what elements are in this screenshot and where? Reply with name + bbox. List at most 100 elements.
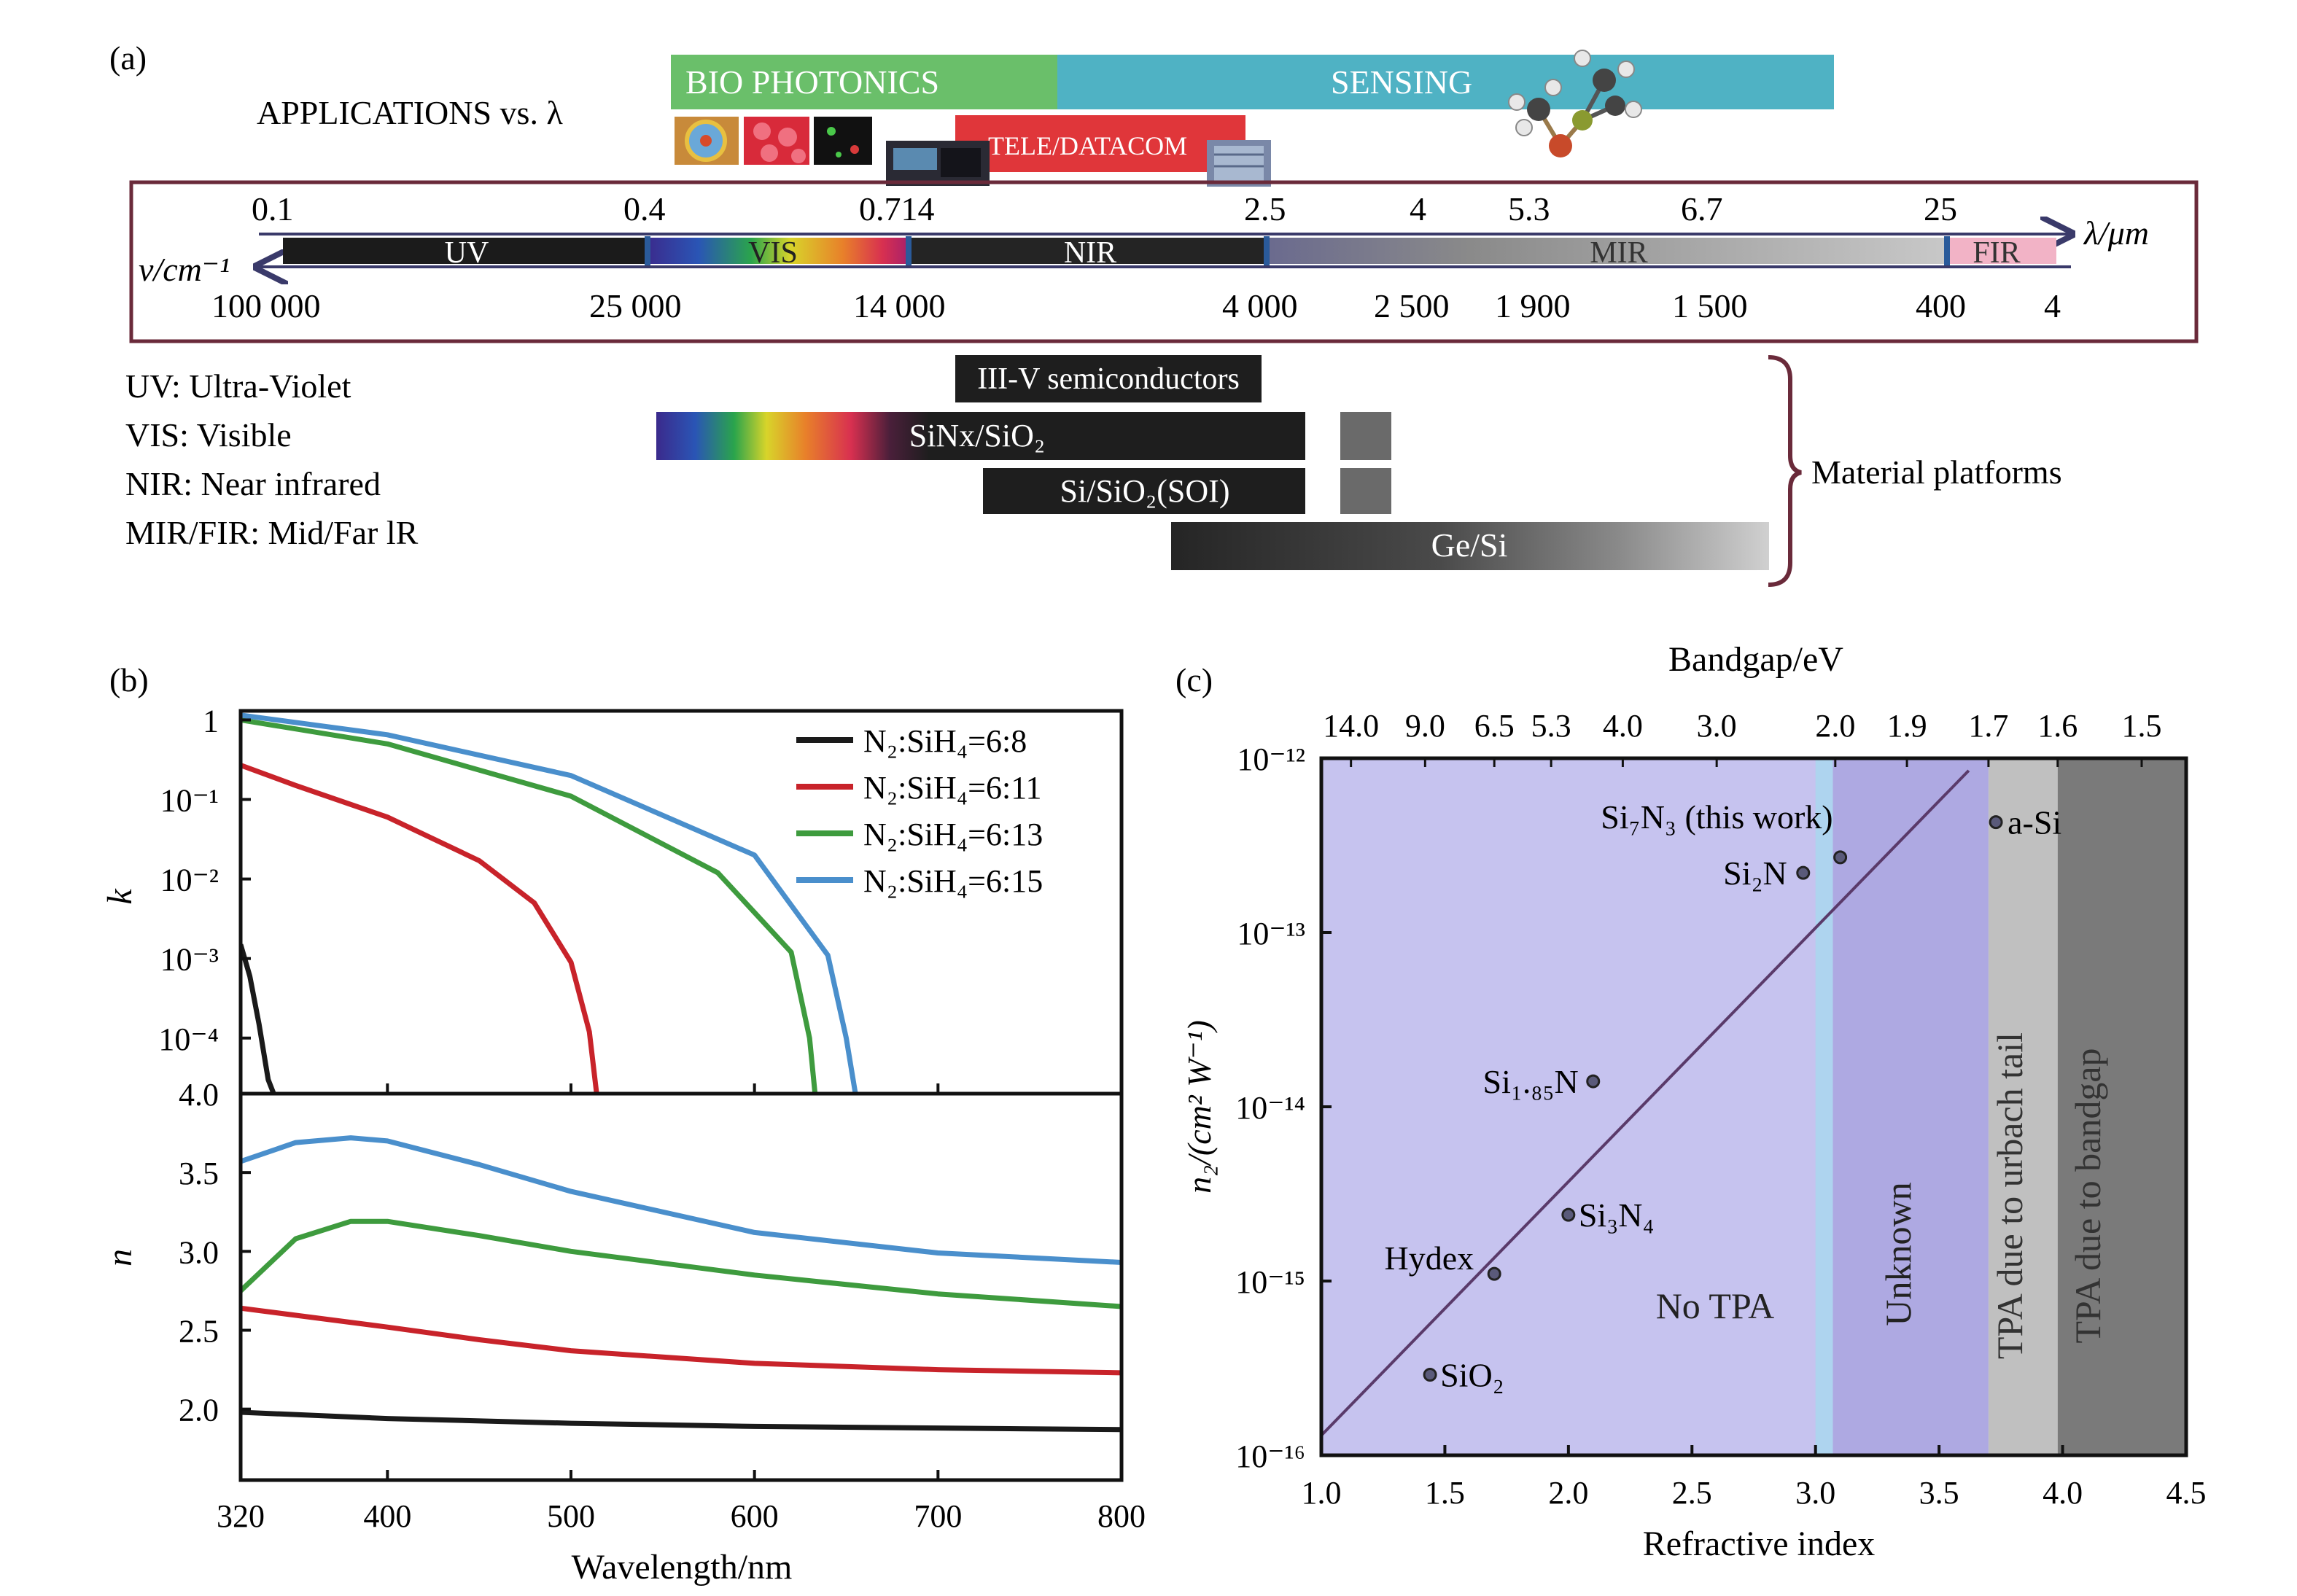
wavelength-tick-label: 700	[914, 1498, 962, 1534]
data-point-label: Si₁.₈₅N	[1483, 1063, 1579, 1100]
legend-entry: N₂:SiH₄=6:11	[863, 770, 1042, 806]
chip-image	[1207, 140, 1271, 187]
material-bar-soi-mir	[1340, 468, 1391, 514]
wavelength-tick: 0.1	[252, 190, 294, 227]
region-band	[1832, 758, 1989, 1455]
refractive-index-tick-label: 3.5	[1919, 1475, 1959, 1511]
bandgap-tick-label: 5.3	[1531, 708, 1571, 744]
panel-c-label: (c)	[1175, 661, 1213, 698]
region-label: No TPA	[1656, 1285, 1775, 1326]
panel-a-label: (a)	[109, 39, 147, 77]
legend-entry: N₂:SiH₄=6:8	[863, 723, 1027, 759]
wavelength-ticks: 0.1 0.4 0.714 2.5 4 5.3 6.7 25	[252, 190, 1957, 227]
sensing-label: SENSING	[1331, 63, 1472, 101]
fluorescence-image	[814, 117, 872, 165]
material-bar-gesi	[1171, 522, 1769, 570]
spectrum-bands	[283, 236, 2056, 265]
n-tick-label: 2.5	[179, 1313, 219, 1349]
data-point	[1796, 865, 1811, 880]
refractive-index-tick-label: 2.5	[1672, 1475, 1712, 1511]
wavelength-tick-label: 320	[217, 1498, 265, 1534]
panel-a: (a) APPLICATIONS vs. λ BIO PHOTONICS SEN…	[109, 39, 2199, 587]
n-series-line	[241, 1218, 1122, 1309]
band-label-vis: VIS	[748, 236, 798, 270]
region-label: TPA due to bandgap	[2067, 1048, 2108, 1343]
k-axis-label: k	[101, 888, 139, 905]
region-label: TPA due to urbach tail	[1989, 1032, 2030, 1359]
data-point	[1487, 1266, 1501, 1281]
tele-datacom-bar	[955, 115, 1245, 172]
band-label-fir: FIR	[1973, 236, 2020, 270]
wavelength-unit: λ/μm	[2083, 214, 2149, 252]
refractive-index-tick-label: 4.5	[2166, 1475, 2207, 1511]
wavelength-tick: 0.4	[623, 190, 666, 227]
data-point	[1423, 1367, 1437, 1382]
k-series-line	[241, 712, 858, 1094]
spectrum-frame	[129, 180, 2199, 343]
refractive-index-tick-label: 4.0	[2043, 1475, 2083, 1511]
k-tick-label: 10⁻²	[160, 863, 219, 898]
data-point-label: Hydex	[1385, 1239, 1474, 1277]
k-plot-frame	[238, 709, 1124, 1096]
abbreviation-item: MIR/FIR: Mid/Far lR	[125, 514, 419, 551]
bandgap-tick-label: 6.5	[1474, 708, 1515, 744]
band-label-nir: NIR	[1064, 236, 1116, 270]
data-point	[1586, 1074, 1601, 1089]
region-band	[1988, 758, 2058, 1455]
n-tick-label: 3.5	[179, 1156, 219, 1191]
data-point	[1989, 815, 2003, 830]
wavenumber-unit: ν/cm⁻¹	[139, 251, 230, 288]
data-point-label: Si₂N	[1723, 855, 1787, 892]
panel-b-label: (b)	[109, 661, 149, 698]
k-series-line	[241, 717, 818, 1094]
band-divider	[1944, 236, 1950, 265]
abbreviation-list: UV: Ultra-Violet VIS: Visible NIR: Near …	[125, 367, 419, 551]
wavenumber-tick: 4	[2044, 287, 2061, 324]
abbreviation-item: NIR: Near infrared	[125, 465, 381, 502]
data-point-label: a-Si	[2008, 804, 2061, 841]
wavelength-tick: 25	[1924, 190, 1957, 227]
fit-line	[1321, 769, 1970, 1437]
k-tick-label: 10⁻¹	[160, 783, 219, 819]
region-band	[2057, 758, 2186, 1455]
material-label-iii-v: III-V semiconductors	[977, 362, 1240, 396]
wavenumber-ticks: 100 000 25 000 14 000 4 000 2 500 1 900 …	[211, 287, 2061, 324]
wavelength-tick: 6.7	[1681, 190, 1723, 227]
data-point-label: Si₃N₄	[1579, 1196, 1655, 1234]
wavenumber-tick: 2 500	[1374, 287, 1450, 324]
bandgap-tick-label: 1.6	[2037, 708, 2078, 744]
material-brace	[1768, 355, 1802, 587]
material-bar-sinx	[656, 412, 1305, 460]
refractive-index-tick-label: 1.0	[1302, 1475, 1342, 1511]
n-series-line	[241, 1409, 1122, 1433]
band-label-mir: MIR	[1590, 236, 1647, 270]
molecule-image	[1508, 50, 1642, 157]
bandgap-tick-label: 1.7	[1968, 708, 2008, 744]
wavelength-tick: 2.5	[1244, 190, 1286, 227]
k-plot: 110⁻¹10⁻²10⁻³10⁻⁴ k N₂:SiH₄=6:8N₂:SiH₄=6…	[101, 703, 1124, 1096]
tele-datacom-label: TELE/DATACOM	[988, 131, 1187, 160]
fiber-connector-image	[886, 141, 990, 186]
n-series-line	[241, 1305, 1122, 1376]
panel-b: (b) 110⁻¹10⁻²10⁻³10⁻⁴ k N₂:SiH₄=6:8N₂:Si…	[101, 661, 1146, 1587]
band-divider	[645, 236, 650, 265]
n-axis-label: n	[101, 1249, 139, 1266]
band-labels: UV VIS NIR MIR FIR	[445, 236, 2021, 270]
band-uv	[283, 238, 646, 264]
k-tick-label: 10⁻³	[160, 942, 219, 978]
bandgap-tick-label: 2.0	[1815, 708, 1855, 744]
wavenumber-tick: 1 900	[1495, 287, 1571, 324]
region-edge	[1815, 758, 1833, 1455]
material-label-sinx: SiNx/SiO₂	[909, 418, 1046, 454]
region-band	[1321, 758, 1833, 1455]
bandgap-axis-label: Bandgap/eV	[1668, 640, 1843, 679]
wavelength-tick-label: 500	[547, 1498, 595, 1534]
wavenumber-tick: 4 000	[1222, 287, 1298, 324]
data-point	[1561, 1207, 1576, 1222]
wavelength-tick-label: 600	[731, 1498, 779, 1534]
material-platforms-label: Material platforms	[1811, 454, 2062, 491]
k-tick-label: 1	[203, 703, 219, 739]
wavenumber-tick: 400	[1916, 287, 1966, 324]
wavenumber-tick: 1 500	[1672, 287, 1748, 324]
blood-cells-image	[744, 117, 809, 165]
